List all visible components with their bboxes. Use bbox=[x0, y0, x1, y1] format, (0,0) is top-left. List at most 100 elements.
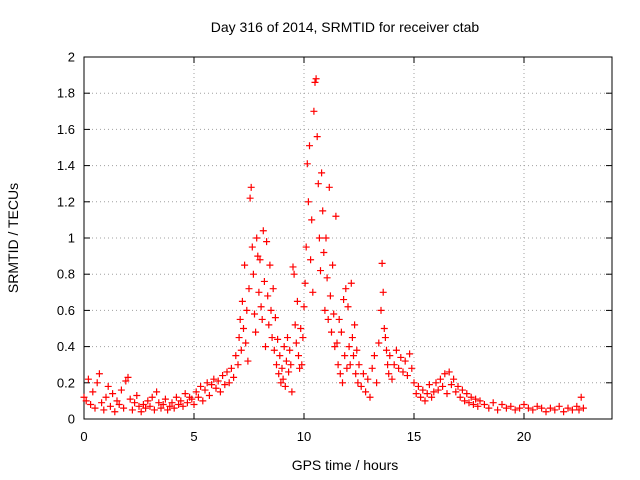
data-point bbox=[242, 339, 250, 347]
data-point bbox=[476, 397, 484, 405]
data-point bbox=[339, 379, 346, 387]
data-point bbox=[341, 352, 349, 360]
data-point bbox=[144, 397, 152, 405]
data-point bbox=[434, 386, 442, 394]
data-point bbox=[456, 393, 464, 401]
data-point bbox=[258, 315, 266, 323]
data-point bbox=[511, 406, 519, 414]
data-point bbox=[219, 372, 227, 380]
data-point bbox=[507, 402, 515, 410]
data-point bbox=[417, 393, 425, 401]
data-point bbox=[252, 328, 260, 336]
data-point bbox=[270, 346, 278, 354]
data-point bbox=[388, 375, 396, 383]
data-point bbox=[232, 352, 240, 360]
data-point bbox=[259, 227, 267, 235]
data-point bbox=[308, 216, 316, 224]
data-point bbox=[520, 401, 528, 409]
data-point bbox=[377, 306, 385, 314]
data-point bbox=[131, 399, 139, 407]
data-point bbox=[87, 401, 95, 409]
data-point bbox=[342, 285, 350, 293]
y-tick-label: 0.4 bbox=[57, 339, 75, 354]
data-point bbox=[313, 133, 321, 141]
data-point bbox=[568, 406, 576, 414]
data-point bbox=[516, 404, 524, 412]
data-point bbox=[257, 303, 265, 311]
data-point bbox=[287, 361, 295, 369]
data-point bbox=[82, 397, 90, 405]
data-point bbox=[266, 261, 274, 269]
data-point bbox=[463, 390, 471, 398]
data-point bbox=[265, 321, 273, 329]
data-point bbox=[120, 404, 128, 412]
y-tick-label: 1.8 bbox=[57, 86, 75, 101]
data-point bbox=[135, 402, 143, 410]
data-point bbox=[100, 406, 108, 414]
data-point bbox=[485, 404, 493, 412]
data-point bbox=[227, 364, 235, 372]
data-point bbox=[190, 401, 198, 409]
data-point bbox=[328, 328, 335, 336]
data-point bbox=[399, 368, 407, 376]
data-point bbox=[175, 401, 183, 409]
y-tick-label: 1.6 bbox=[57, 122, 75, 137]
data-point bbox=[336, 370, 344, 378]
data-point bbox=[378, 259, 386, 267]
data-point bbox=[575, 406, 583, 414]
data-point bbox=[293, 297, 301, 305]
data-point bbox=[309, 288, 317, 296]
chart-title: Day 316 of 2014, SRMTID for receiver cta… bbox=[211, 19, 480, 35]
data-point bbox=[364, 375, 372, 383]
data-point bbox=[80, 393, 88, 401]
data-point bbox=[542, 408, 550, 416]
data-point bbox=[353, 346, 361, 354]
data-point bbox=[390, 361, 398, 369]
data-point bbox=[197, 382, 205, 390]
data-point bbox=[403, 372, 411, 380]
data-point bbox=[326, 292, 334, 300]
data-point bbox=[454, 382, 462, 390]
axis-ticks: 00.20.40.60.811.21.41.61.820 5 10 15 20 bbox=[57, 50, 612, 444]
data-point bbox=[307, 256, 315, 264]
data-point bbox=[325, 183, 333, 191]
y-tick-label: 0.2 bbox=[57, 375, 75, 390]
y-tick-label: 0.8 bbox=[57, 267, 75, 282]
data-point bbox=[538, 404, 546, 412]
data-point bbox=[302, 243, 310, 251]
data-point bbox=[243, 306, 251, 314]
data-point bbox=[472, 395, 480, 403]
data-point bbox=[445, 368, 453, 376]
data-point bbox=[230, 373, 238, 381]
data-point bbox=[268, 334, 276, 342]
data-point bbox=[117, 386, 125, 394]
data-point bbox=[292, 339, 300, 347]
data-point bbox=[306, 142, 313, 150]
data-point bbox=[269, 285, 277, 293]
data-point bbox=[401, 357, 409, 365]
data-point bbox=[194, 393, 202, 401]
data-point bbox=[237, 346, 245, 354]
data-point bbox=[275, 370, 283, 378]
data-point bbox=[277, 379, 285, 387]
data-point bbox=[289, 263, 297, 271]
y-tick-label: 0 bbox=[68, 412, 75, 427]
data-point bbox=[254, 252, 262, 260]
data-point bbox=[319, 207, 327, 215]
data-point bbox=[245, 285, 253, 293]
data-point bbox=[385, 370, 393, 378]
x-tick-label: 20 bbox=[517, 429, 531, 444]
y-axis-label: SRMTID / TECUs bbox=[5, 183, 21, 293]
data-point bbox=[240, 325, 247, 332]
data-point bbox=[480, 401, 488, 409]
data-point bbox=[362, 388, 370, 396]
grid bbox=[84, 57, 612, 419]
data-point bbox=[274, 335, 282, 343]
data-point bbox=[351, 321, 359, 329]
data-point bbox=[384, 361, 392, 369]
y-tick-label: 1.4 bbox=[57, 158, 75, 173]
data-point bbox=[142, 404, 150, 412]
data-point bbox=[95, 370, 103, 378]
data-point bbox=[443, 390, 451, 398]
data-point bbox=[223, 368, 231, 376]
